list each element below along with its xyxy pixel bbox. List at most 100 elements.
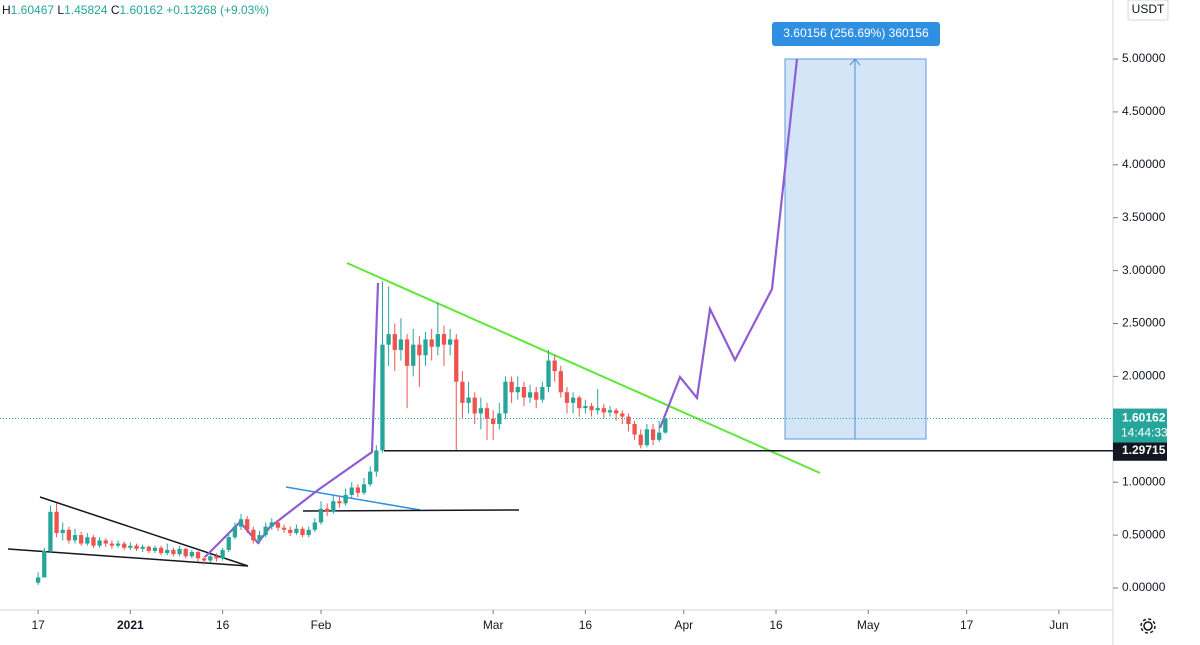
candle-body — [577, 397, 582, 409]
candle-body — [491, 418, 496, 425]
candle-body — [115, 543, 121, 546]
candle-body — [226, 537, 231, 550]
candle-body — [472, 397, 477, 414]
candle-body — [158, 547, 164, 554]
trend-line — [7, 548, 249, 567]
candle-body — [128, 545, 133, 548]
measure-arrowhead — [849, 58, 861, 66]
candle-body — [122, 543, 127, 548]
candle-body — [257, 535, 262, 541]
y-tick-label: 1.00000 — [1122, 474, 1166, 488]
candle-body — [183, 548, 188, 557]
x-tick-label: 17 — [31, 618, 45, 632]
candle-body — [374, 450, 379, 472]
candle-body — [411, 344, 416, 366]
candle-body — [140, 546, 145, 549]
candle-body — [337, 501, 342, 504]
candle-body — [404, 339, 410, 366]
ohlc-header: H1.60467 L1.45824 C1.60162 +0.13268 (+9.… — [2, 3, 269, 17]
candle-body — [644, 429, 650, 446]
candle-body — [300, 528, 305, 536]
x-tick-label: Feb — [311, 618, 332, 632]
x-tick-label: May — [857, 618, 880, 632]
candle-body — [583, 406, 588, 409]
candle-body — [312, 522, 317, 530]
candle-body — [515, 386, 520, 393]
candle-body — [657, 432, 662, 440]
candle-body — [632, 424, 637, 435]
x-tick-label: 16 — [216, 618, 230, 632]
candle-body — [417, 344, 422, 356]
c-label: C — [111, 3, 120, 17]
candle-body — [540, 386, 545, 400]
price-tag — [1113, 408, 1167, 443]
projection-path — [658, 58, 799, 429]
y-tick-label: 4.50000 — [1122, 104, 1166, 118]
candle-body — [238, 519, 244, 527]
candle-body — [103, 540, 108, 544]
candle-body — [503, 381, 508, 414]
y-tick-label: 0.00000 — [1122, 580, 1166, 594]
h-label: H — [2, 3, 11, 17]
currency-box[interactable] — [1127, 0, 1169, 21]
candle-body — [558, 371, 563, 393]
candle-body — [60, 529, 65, 533]
candle-body — [220, 549, 225, 559]
candle-body — [269, 522, 274, 527]
candle-body — [570, 397, 576, 403]
candle-body — [368, 471, 373, 485]
candle-body — [177, 548, 182, 555]
candle-body — [460, 381, 465, 403]
candle-body — [386, 334, 391, 345]
candle-body — [281, 527, 287, 530]
candle-body — [398, 339, 404, 350]
settings-icon[interactable] — [1140, 618, 1156, 634]
candle-body — [251, 529, 256, 541]
candle-body — [294, 528, 299, 533]
candle-body — [152, 547, 158, 551]
candle-body — [91, 537, 96, 546]
candle-body — [447, 339, 453, 345]
support-tag — [1113, 440, 1167, 461]
candle-body — [214, 556, 219, 559]
candle-body — [232, 526, 238, 538]
candle-body — [134, 545, 139, 549]
candle-body — [165, 549, 170, 554]
y-tick-label: 3.00000 — [1122, 263, 1166, 277]
candle-body — [441, 334, 447, 345]
candle-body — [497, 413, 502, 425]
candle-body — [109, 543, 115, 546]
candle-body — [466, 397, 471, 403]
trend-line — [302, 509, 520, 512]
measure-label-box — [772, 22, 940, 46]
candle-body — [423, 339, 428, 356]
candle-body — [208, 556, 213, 561]
candle-body — [454, 339, 459, 382]
candle-body — [478, 408, 484, 414]
candle-body — [171, 549, 176, 555]
countdown: 14:44:33 — [1121, 426, 1168, 440]
candle-body — [54, 511, 59, 533]
x-tick-label: Apr — [674, 618, 693, 632]
candle-body — [349, 487, 354, 495]
candle-body — [318, 508, 324, 523]
x-tick-label: Mar — [483, 618, 504, 632]
candle-body — [607, 410, 613, 413]
candle-body — [650, 429, 656, 440]
candle-body — [146, 546, 151, 551]
y-tick-label: 4.00000 — [1122, 157, 1166, 171]
candle-body — [546, 360, 551, 387]
candle-body — [589, 406, 594, 411]
y-tick-label: 2.50000 — [1122, 316, 1166, 330]
candle-body — [620, 413, 625, 417]
candle-body — [595, 408, 600, 411]
y-tick-label: 3.50000 — [1122, 210, 1166, 224]
trend-line — [346, 262, 821, 474]
candle-body — [275, 522, 281, 528]
y-tick-label: 5.00000 — [1122, 51, 1166, 65]
price-tag-label: 1.60162 — [1122, 411, 1166, 425]
l-value: 1.45824 — [64, 3, 108, 17]
